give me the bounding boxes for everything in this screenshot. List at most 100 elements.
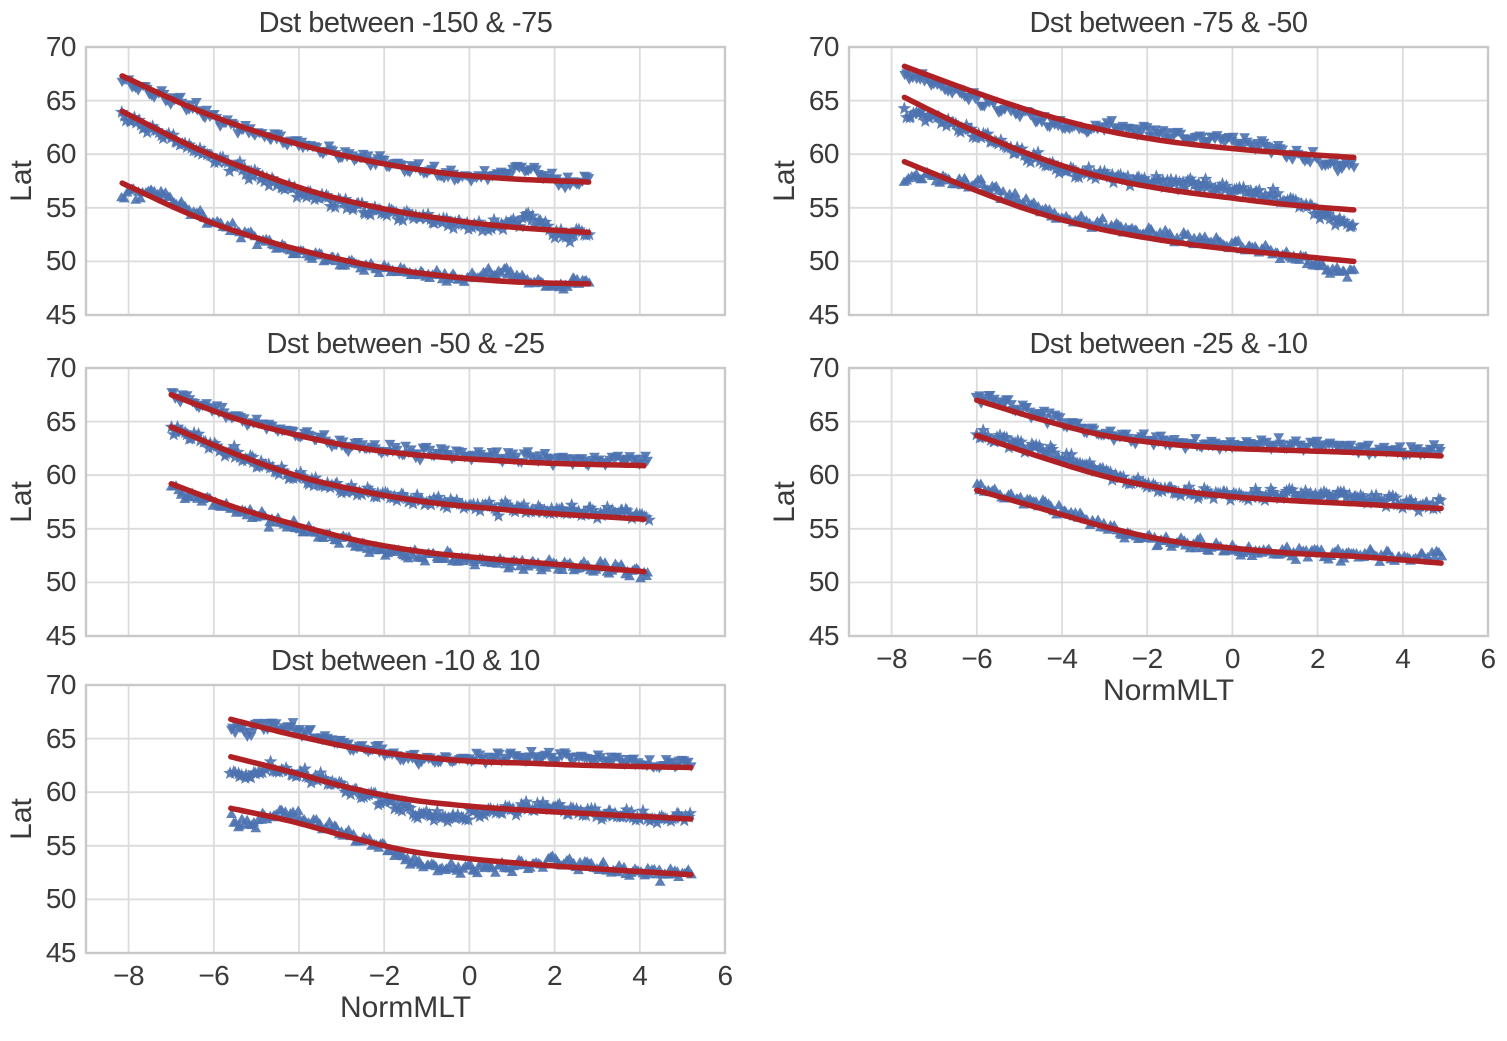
star-marker	[1121, 169, 1135, 183]
star-marker	[913, 104, 928, 118]
plot-frame	[84, 683, 727, 955]
star-marker	[166, 127, 181, 141]
star-marker	[936, 114, 951, 128]
scatter-series-triangle-up	[165, 480, 653, 583]
triangle-up-marker	[1232, 235, 1244, 245]
star-marker	[295, 185, 309, 199]
triangle-down-marker	[491, 447, 503, 457]
x-tick-label: 4	[632, 960, 648, 991]
star-marker	[1015, 141, 1029, 155]
star-marker	[545, 227, 560, 241]
star-marker	[552, 797, 567, 811]
star-marker	[156, 131, 171, 145]
triangle-up-marker	[536, 564, 547, 575]
y-tick-label: 65	[808, 405, 840, 437]
triangle-up-marker	[490, 867, 501, 877]
triangle-up-marker	[469, 559, 481, 570]
triangle-up-marker	[419, 556, 431, 566]
star-marker	[395, 213, 410, 227]
y-tick-label: 60	[808, 459, 840, 491]
y-tick-label: 55	[808, 191, 840, 223]
star-marker	[431, 490, 446, 504]
triangle-up-marker	[241, 509, 253, 520]
triangle-up-marker	[306, 253, 318, 263]
star-marker	[398, 797, 412, 811]
triangle-down-marker	[1304, 158, 1316, 168]
star-marker	[1178, 179, 1193, 193]
star-marker	[569, 801, 584, 815]
triangle-down-marker	[1345, 440, 1357, 451]
triangle-down-marker	[644, 755, 655, 765]
star-marker	[603, 803, 617, 817]
triangle-down-marker	[229, 728, 241, 739]
fit-line	[168, 481, 647, 575]
y-tick-label: 55	[45, 829, 77, 861]
y-tick-label: 70	[45, 31, 77, 62]
star-marker	[245, 169, 260, 183]
star-marker	[576, 505, 591, 519]
star-marker	[1244, 486, 1258, 500]
star-marker	[313, 765, 328, 779]
triangle-up-marker	[916, 173, 928, 184]
star-marker	[1097, 164, 1112, 178]
triangle-down-marker	[642, 456, 653, 467]
triangle-down-marker	[424, 445, 436, 456]
triangle-down-marker	[413, 159, 425, 169]
star-marker	[563, 234, 577, 248]
triangle-up-marker	[1315, 544, 1327, 554]
y-tick-label: 45	[45, 937, 77, 968]
star-marker	[589, 506, 603, 520]
star-marker	[1014, 434, 1028, 448]
star-marker	[1332, 211, 1347, 225]
star-marker	[390, 798, 404, 812]
star-marker	[1041, 445, 1056, 459]
fit-line	[168, 424, 647, 522]
star-marker	[255, 765, 270, 779]
triangle-up-marker	[330, 821, 342, 831]
star-marker	[380, 486, 395, 500]
star-marker	[1182, 479, 1196, 493]
star-marker	[1008, 145, 1022, 159]
triangle-down-marker	[493, 749, 505, 760]
star-marker	[491, 508, 506, 522]
star-marker	[1103, 465, 1118, 479]
star-marker	[1262, 487, 1277, 501]
triangle-down-marker	[275, 131, 287, 141]
star-marker	[1185, 174, 1200, 188]
star-marker	[1362, 494, 1377, 508]
y-tick-label: 70	[808, 31, 840, 62]
star-marker	[378, 795, 393, 809]
triangle-up-marker	[250, 822, 262, 833]
star-marker	[1339, 490, 1354, 504]
star-marker	[1233, 182, 1247, 196]
star-marker	[245, 450, 260, 464]
star-marker	[1252, 183, 1267, 197]
triangle-up-marker	[1341, 272, 1353, 282]
star-marker	[1317, 484, 1331, 498]
y-tick-label: 60	[45, 776, 77, 808]
y-tick-label: 50	[808, 566, 840, 598]
star-marker	[1113, 167, 1128, 181]
triangle-down-marker	[1307, 147, 1319, 157]
star-marker	[318, 771, 333, 785]
star-marker	[385, 793, 400, 807]
subplot-1	[84, 45, 727, 317]
triangle-down-marker	[1138, 429, 1150, 439]
star-marker	[548, 230, 562, 244]
triangle-down-marker	[414, 456, 426, 466]
star-marker	[918, 114, 933, 128]
fit-line	[228, 716, 694, 771]
triangle-down-marker	[287, 718, 299, 728]
triangle-down-marker	[1196, 132, 1208, 143]
triangle-down-marker	[175, 92, 186, 103]
star-marker	[227, 439, 242, 453]
star-marker	[263, 754, 278, 768]
star-marker	[363, 207, 378, 221]
plot-frame	[84, 45, 727, 317]
triangle-up-marker	[1020, 193, 1032, 203]
star-marker	[1298, 483, 1313, 497]
plot-title: Dst between -10 & 10	[271, 645, 540, 677]
triangle-up-marker	[226, 808, 237, 818]
fit-line	[901, 94, 1357, 213]
star-marker	[650, 815, 664, 829]
